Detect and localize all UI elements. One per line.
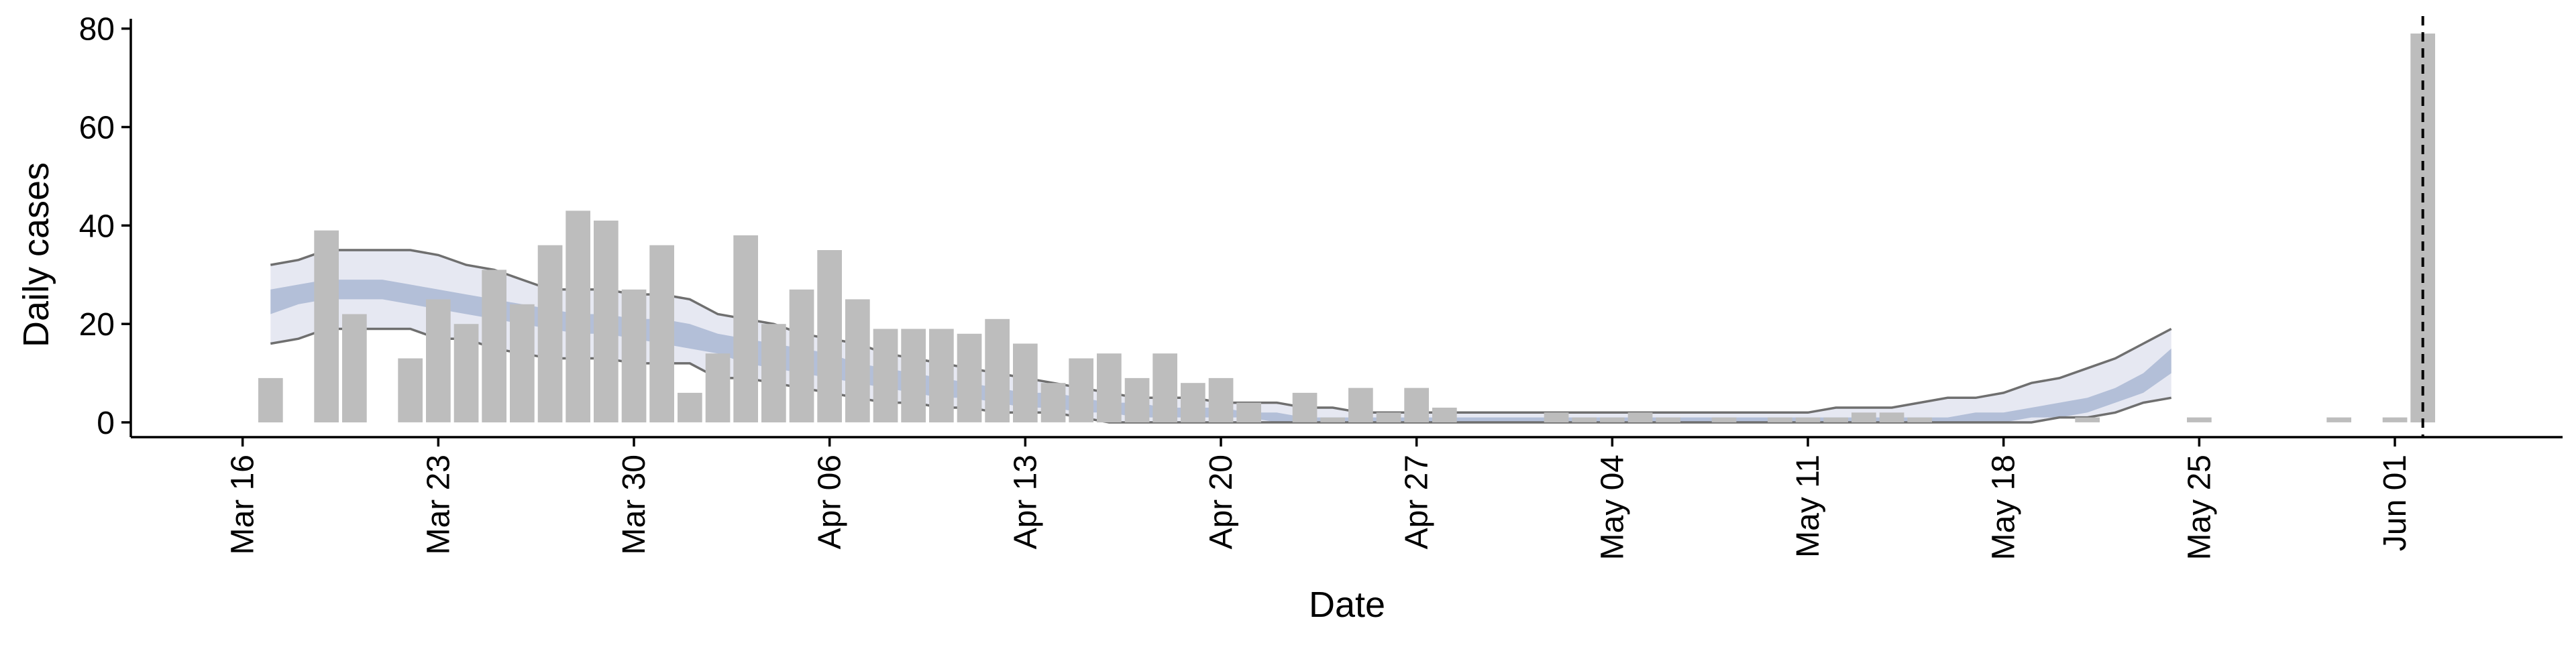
bar: [2075, 417, 2100, 422]
bar: [1152, 353, 1177, 422]
x-tick-label: Apr 13: [1008, 455, 1043, 549]
bar: [2326, 417, 2351, 422]
bar: [1711, 417, 1737, 422]
y-tick-label: 80: [79, 12, 115, 48]
bar: [1432, 408, 1457, 422]
bar: [1040, 383, 1066, 422]
bar: [510, 304, 535, 422]
bar: [733, 235, 758, 422]
bar: [1823, 417, 1848, 422]
bar: [817, 250, 842, 422]
x-tick-label: Apr 27: [1399, 455, 1435, 549]
bar: [957, 333, 982, 422]
bar: [1572, 417, 1597, 422]
bar: [398, 358, 423, 422]
axes-layer: 0 20 40 60 80 Mar 16 Mar 23 Mar 30 Apr 06 Apr 13 A…: [79, 12, 2563, 560]
bar: [537, 245, 563, 422]
bar: [314, 230, 339, 422]
ribbon-50-band: [270, 280, 2171, 422]
bar: [1544, 412, 1569, 422]
bar: [873, 329, 898, 422]
bar: [453, 324, 479, 422]
x-tick-label: May 11: [1790, 455, 1826, 558]
x-tick-label: Mar 30: [616, 455, 652, 554]
bar: [705, 353, 731, 422]
bar: [1376, 412, 1401, 422]
x-tick-label: May 04: [1595, 455, 1630, 560]
bar: [1124, 377, 1150, 422]
bar: [2382, 417, 2408, 422]
bar: [789, 289, 814, 422]
x-tick-label: May 18: [1986, 455, 2022, 560]
bar: [1627, 412, 1653, 422]
x-tick-label: Jun 01: [2377, 455, 2413, 551]
bar: [1879, 412, 1904, 422]
bar: [1236, 402, 1261, 422]
bar: [1656, 417, 1680, 422]
x-axis-title: Date: [1309, 585, 1385, 625]
x-tick-label: Mar 23: [421, 455, 456, 554]
bar: [1348, 388, 1373, 422]
bar: [1768, 417, 1792, 422]
bar: [1320, 417, 1345, 422]
bar: [482, 270, 506, 422]
bar: [845, 299, 870, 422]
y-axis-title: Daily cases: [16, 162, 56, 347]
y-tick-label: 40: [79, 209, 115, 244]
bar: [678, 392, 702, 422]
bars-layer: [258, 34, 2435, 422]
bar: [1181, 383, 1205, 422]
bar: [1069, 358, 1093, 422]
bar: [649, 245, 674, 422]
bar: [1600, 417, 1625, 422]
x-tick-label: May 25: [2182, 455, 2217, 560]
bar: [1097, 353, 1122, 422]
bar: [1907, 417, 1932, 422]
y-tick-label: 0: [97, 406, 115, 441]
bar: [1013, 343, 1038, 422]
bar: [342, 314, 367, 422]
bar: [258, 377, 283, 422]
bar: [594, 221, 619, 422]
bar: [1208, 377, 1234, 422]
x-tick-label: Apr 20: [1203, 455, 1239, 549]
bar: [1292, 392, 1318, 422]
bar: [761, 324, 786, 422]
x-tick-label: Apr 06: [812, 455, 848, 549]
bar: [901, 329, 926, 422]
bar: [621, 289, 647, 422]
bar: [566, 211, 590, 422]
bar: [929, 329, 954, 422]
bar: [1851, 412, 1876, 422]
bar: [1795, 417, 1821, 422]
bar: [426, 299, 451, 422]
bar: [2187, 417, 2212, 422]
x-tick-label: Mar 16: [225, 455, 261, 554]
bar: [985, 318, 1010, 422]
bar: [1404, 388, 1429, 422]
y-tick-label: 60: [79, 111, 115, 146]
y-tick-label: 20: [79, 307, 115, 343]
